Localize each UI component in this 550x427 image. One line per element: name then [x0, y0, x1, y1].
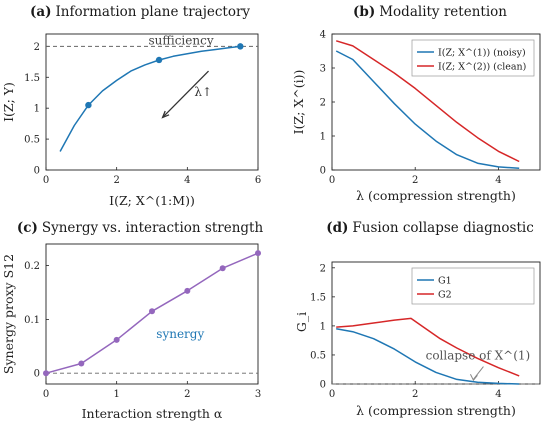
data-point — [155, 56, 163, 64]
chart-title-text: Information plane trajectory — [55, 4, 250, 20]
x-tick-label: 4 — [495, 389, 501, 400]
series-line-2 — [336, 317, 520, 377]
y-axis-label: I(Z; X^(i)) — [291, 70, 306, 135]
y-tick-label: 2 — [320, 98, 326, 109]
chart-title: (a) Information plane trajectory — [30, 4, 250, 20]
collapse-pointer — [473, 366, 484, 380]
x-tick-label: 0 — [329, 389, 335, 400]
y-tick-label: 1.5 — [24, 73, 40, 84]
legend: I(Z; X^(1)) (noisy) I(Z; X^(2)) (clean) — [411, 39, 535, 77]
y-tick-label: 0 — [320, 166, 326, 177]
chart-panel-2: (b) Modality retention 0 2 4 0 1 2 3 4 λ (compress… — [291, 4, 541, 203]
data-point — [149, 308, 155, 315]
legend-label: G2 — [438, 290, 452, 301]
y-tick-label: 1 — [320, 321, 326, 332]
y-axis-label: G_i — [294, 312, 309, 332]
x-tick-label: 0 — [43, 175, 49, 186]
chart-panel-3: (c) Synergy vs. interaction strength 0 1 2 3 0… — [1, 220, 263, 421]
chart-title: (d) Fusion collapse diagnostic — [326, 220, 534, 236]
y-tick-label: 1 — [320, 132, 326, 143]
chart-title-text: Fusion collapse diagnostic — [352, 220, 533, 236]
chart-title-label: (c) — [17, 220, 38, 236]
synergy-annotation: synergy — [156, 327, 204, 341]
y-axis-label: Synergy proxy S12 — [1, 254, 16, 374]
x-tick-label: 1 — [113, 389, 119, 400]
legend-box — [411, 39, 535, 77]
y-tick-label: 0 — [34, 166, 40, 177]
data-point — [78, 360, 85, 367]
data-point — [85, 101, 92, 109]
x-tick-label: 2 — [113, 175, 119, 186]
plot-frame — [45, 243, 259, 385]
lambda-arrow — [162, 70, 209, 118]
y-axis-label: I(Z; Y) — [1, 82, 16, 122]
sufficiency-label: sufficiency — [148, 33, 213, 47]
arrow-head — [161, 110, 170, 119]
data-point — [43, 370, 49, 377]
data-point — [255, 250, 261, 257]
y-tick-label: 0.2 — [24, 261, 40, 272]
y-tick-label: 1 — [34, 104, 40, 115]
data-point — [237, 43, 244, 50]
data-point — [184, 287, 191, 294]
series-line-1 — [336, 328, 520, 385]
chart-title: (b) Modality retention — [353, 4, 507, 20]
chart-title-label: (a) — [30, 4, 52, 20]
chart-panel-1: (a) Information plane trajectory 0 2 4 6 0 0.5 1… — [1, 4, 261, 208]
collapse-annotation: collapse of X^(1) — [426, 349, 531, 363]
collapse-pointer-head — [469, 374, 478, 382]
chart-title-text: Synergy vs. interaction strength — [42, 220, 264, 236]
legend-label: I(Z; X^(1)) (noisy) — [438, 48, 526, 59]
x-tick-label: 4 — [495, 175, 501, 186]
x-axis-label: λ (compression strength) — [356, 188, 516, 203]
legend-label: I(Z; X^(2)) (clean) — [438, 62, 526, 73]
chart-title-label: (b) — [353, 4, 375, 20]
chart-title: (c) Synergy vs. interaction strength — [17, 220, 264, 236]
legend-label: G1 — [438, 276, 452, 287]
x-axis-label: λ (compression strength) — [356, 403, 516, 418]
x-tick-label: 2 — [412, 175, 418, 186]
x-tick-label: 2 — [412, 389, 418, 400]
plot-frame — [331, 261, 541, 385]
legend-box — [411, 267, 535, 305]
x-tick-label: 0 — [329, 175, 335, 186]
plot-frame — [45, 33, 259, 171]
series-line-1 — [59, 45, 241, 152]
y-tick-label: 1.5 — [310, 292, 326, 303]
lambda-arrow-label: λ↑ — [194, 85, 212, 99]
y-tick-label: 2 — [320, 263, 326, 274]
series-line-2 — [335, 40, 520, 163]
y-tick-label: 0 — [320, 380, 326, 391]
x-tick-label: 2 — [184, 389, 190, 400]
x-tick-label: 6 — [255, 175, 261, 186]
y-tick-label: 0.1 — [24, 315, 40, 326]
y-tick-label: 2 — [34, 42, 40, 53]
chart-title-label: (d) — [326, 220, 348, 236]
data-point — [219, 265, 226, 272]
x-axis-label: Interaction strength α — [82, 406, 223, 421]
y-tick-label: 0.5 — [310, 350, 326, 361]
y-tick-label: 0.5 — [24, 135, 40, 146]
series-line-1 — [335, 50, 520, 170]
x-tick-label: 3 — [255, 389, 261, 400]
chart-panel-4: (d) Fusion collapse diagnostic 0 2 4 0 0.5 1 1.5… — [294, 220, 541, 418]
chart-title-text: Modality retention — [379, 4, 507, 20]
data-point — [113, 336, 120, 343]
x-tick-label: 4 — [184, 175, 190, 186]
x-tick-label: 0 — [43, 389, 49, 400]
y-tick-label: 4 — [320, 30, 326, 41]
x-axis-label: I(Z; X^(1:M)) — [109, 193, 195, 208]
y-tick-label: 0 — [34, 369, 40, 380]
y-tick-label: 3 — [320, 64, 326, 75]
